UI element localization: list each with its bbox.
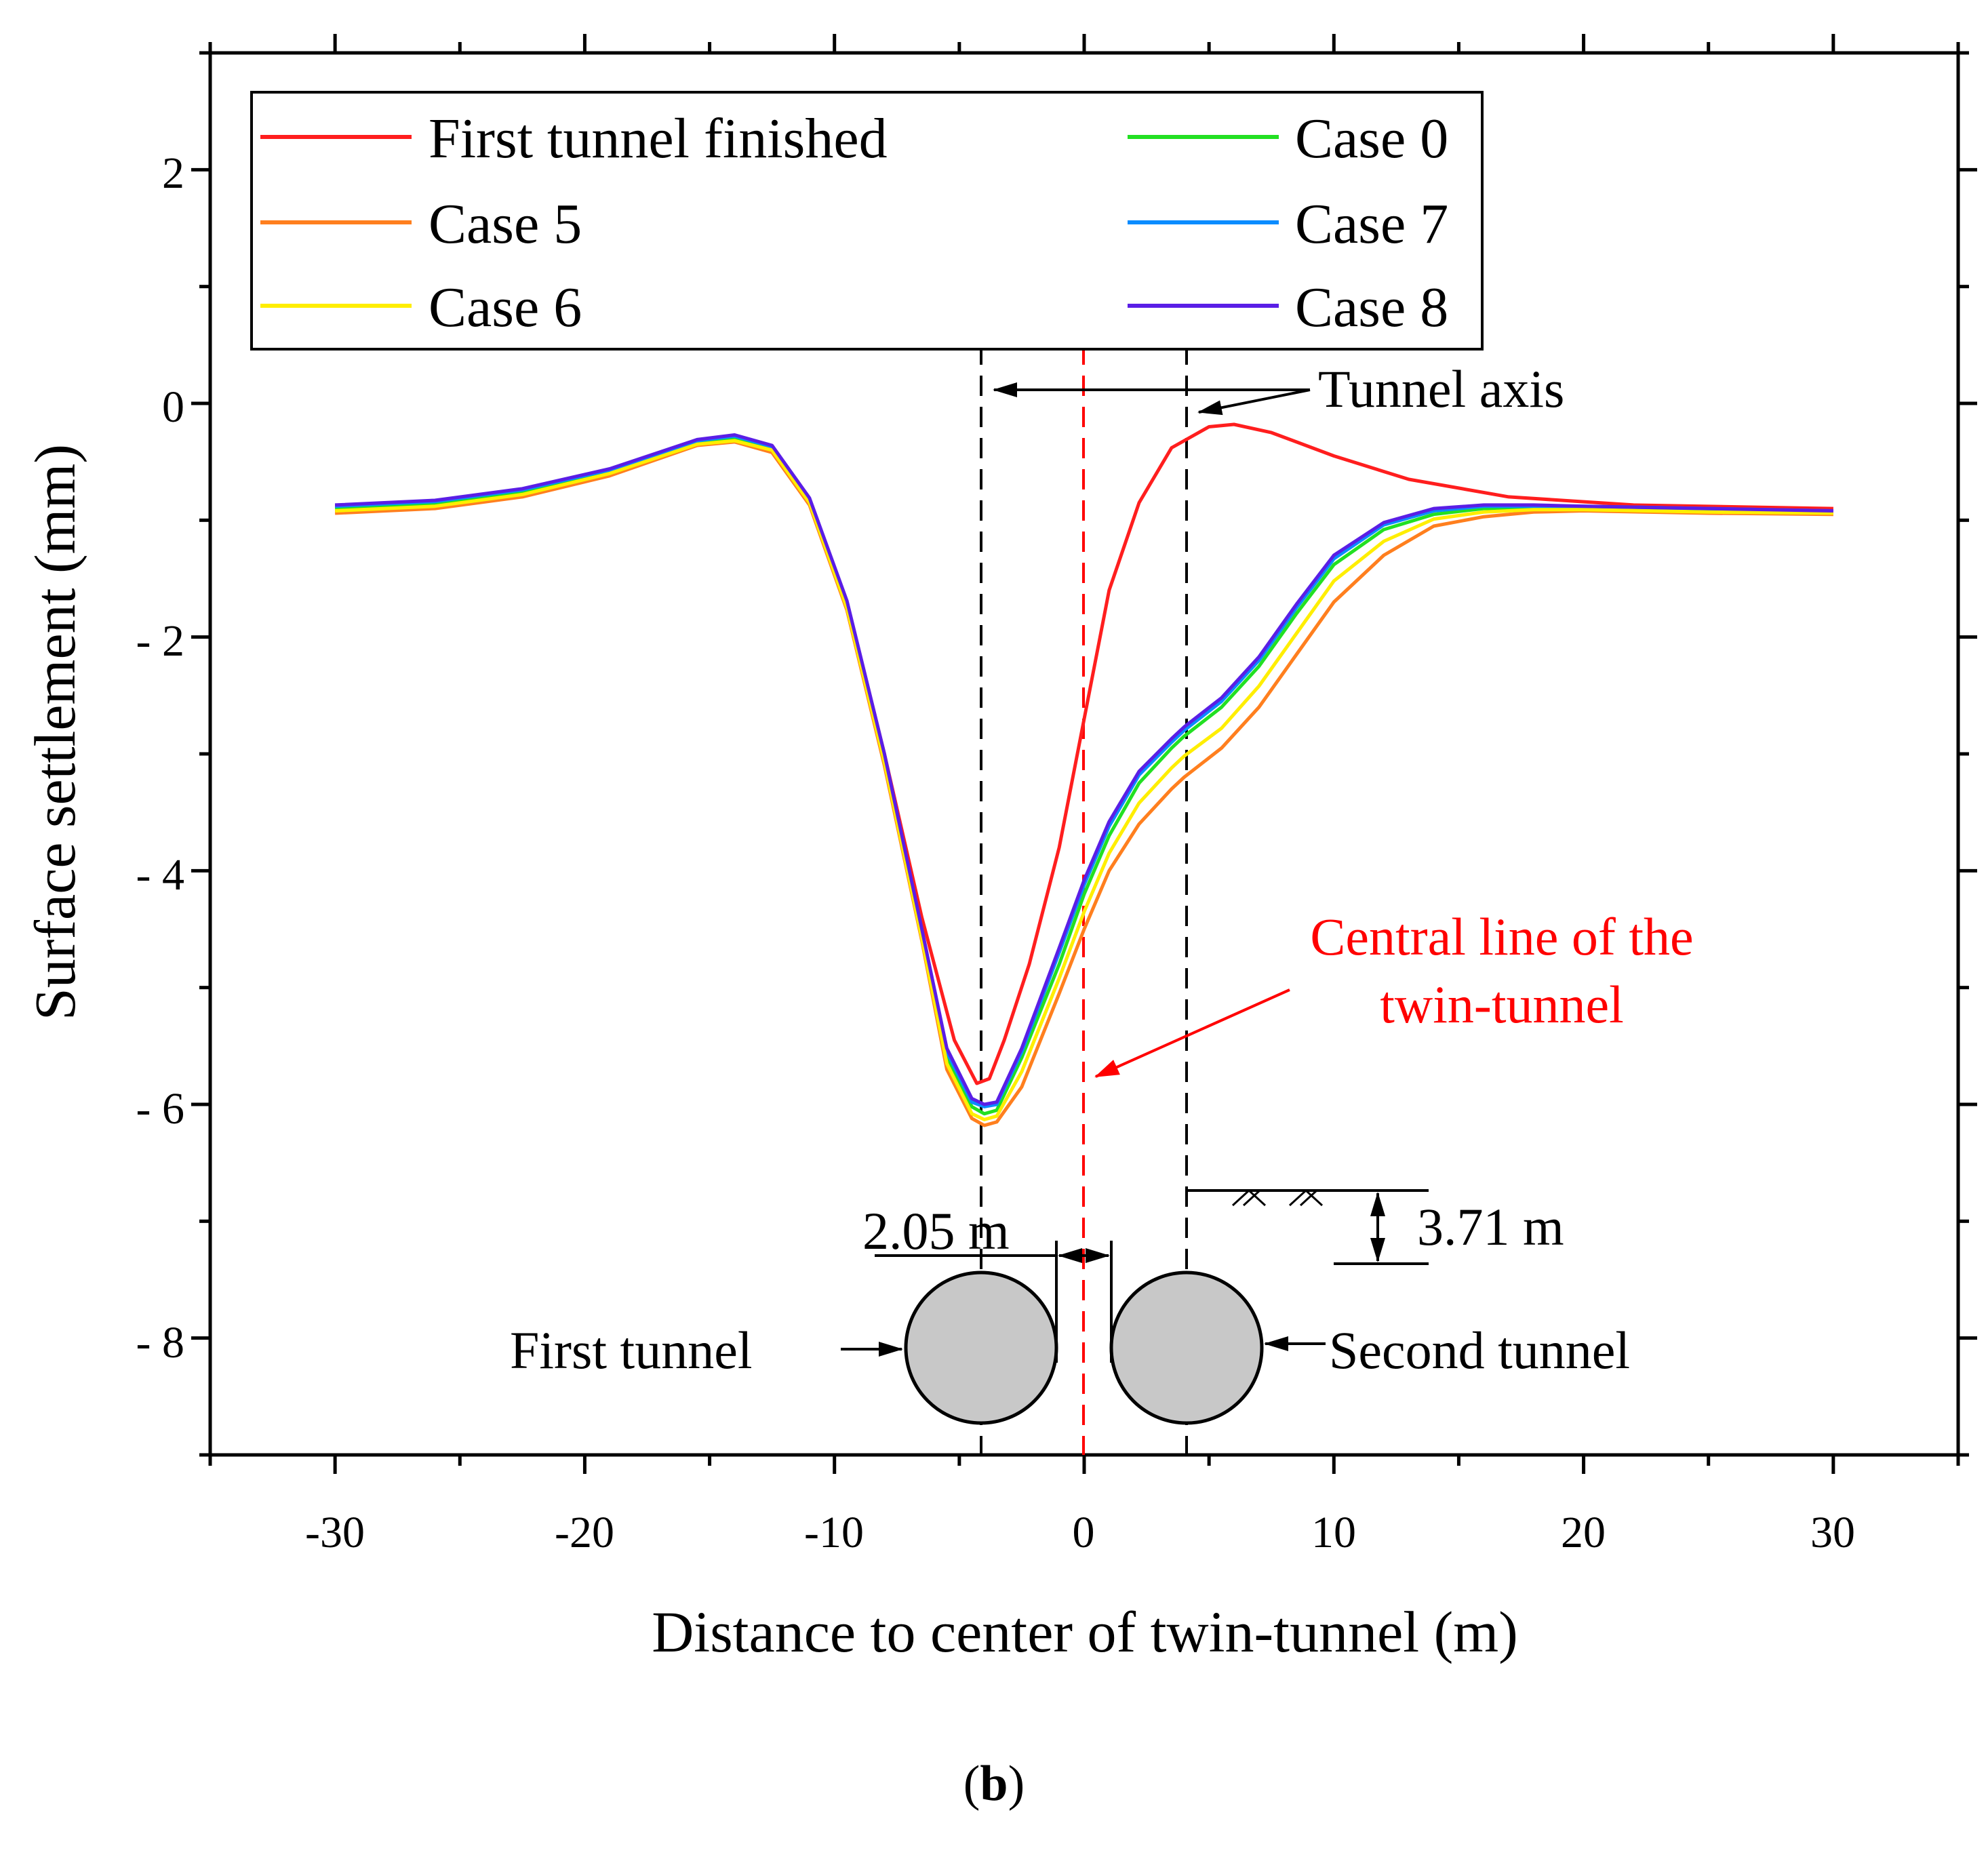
legend-label: Case 8 [1295, 276, 1448, 339]
first-tunnel-circle [904, 1270, 1058, 1425]
y-axis-title: Surface settlement (mm) [22, 444, 87, 1020]
first-tunnel-label: First tunnel [510, 1321, 753, 1380]
caption-close: ) [1008, 1756, 1025, 1812]
central-line-label: twin-tunnel [1380, 975, 1624, 1034]
legend: First tunnel finished Case 5 Case 6 Case… [250, 91, 1484, 351]
x-tick-label: 30 [1810, 1508, 1855, 1557]
tunnel-axis-label: Tunnel axis [1318, 359, 1564, 418]
axis-ticks [191, 34, 1977, 1474]
figure-caption: (b) [963, 1756, 1025, 1812]
x-tick-label: -20 [555, 1508, 614, 1557]
depth-label: 3.71 m [1417, 1197, 1564, 1256]
ground-hatch [1231, 1188, 1324, 1207]
legend-label: Case 7 [1295, 193, 1448, 256]
legend-label: First tunnel finished [429, 107, 888, 170]
x-axis-title: Distance to center of twin-tunnel (m) [652, 1599, 1518, 1664]
x-tick-label: 0 [1073, 1508, 1095, 1557]
y-tick-label: - 4 [136, 850, 184, 900]
tunnel-axis-arrow-right [1197, 388, 1311, 416]
legend-label: Case 0 [1295, 107, 1448, 170]
y-tick-label: 2 [162, 148, 184, 198]
y-tick-label: - 8 [136, 1318, 184, 1367]
series-line-case-0 [334, 437, 1833, 1116]
second-tunnel-circle [1109, 1270, 1264, 1425]
central-line-label: Central line of the [1310, 907, 1693, 966]
y-tick-labels: - 8 - 6 - 4 - 2 0 2 [136, 148, 184, 1367]
caption-letter: b [980, 1756, 1008, 1812]
x-tick-label: -10 [804, 1508, 864, 1557]
x-tick-label: 20 [1561, 1508, 1606, 1557]
second-tunnel-label: Second tunnel [1329, 1321, 1630, 1380]
series-line-case-6 [334, 439, 1833, 1121]
x-tick-labels: -30 -20 -10 0 10 20 30 [305, 1508, 1855, 1557]
caption-open: ( [963, 1756, 980, 1812]
x-tick-label: 10 [1311, 1508, 1356, 1557]
central-line-arrow [1094, 988, 1290, 1078]
tunnel-axis-annotation: Tunnel axis [993, 359, 1564, 418]
spacing-label: 2.05 m [862, 1201, 1010, 1260]
series-group [334, 422, 1833, 1127]
y-tick-label: - 6 [136, 1084, 184, 1134]
tunnel-diagram: 2.05 m 3.71 m First tunnel Second tunnel [510, 1188, 1630, 1425]
y-tick-label: - 2 [136, 616, 184, 666]
central-line-annotation: Central line of the twin-tunnel [1094, 907, 1694, 1078]
legend-label: Case 5 [429, 193, 582, 256]
x-tick-label: -30 [305, 1508, 365, 1557]
series-line-case-8 [334, 433, 1833, 1106]
legend-label: Case 6 [429, 276, 582, 339]
y-tick-label: 0 [162, 382, 184, 432]
